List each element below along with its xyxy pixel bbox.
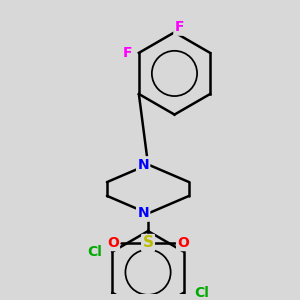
Text: N: N (137, 158, 149, 172)
Text: S: S (142, 235, 154, 250)
Text: Cl: Cl (87, 245, 102, 259)
Text: N: N (137, 206, 149, 220)
Text: O: O (107, 236, 119, 250)
Text: Cl: Cl (194, 286, 209, 300)
Text: F: F (175, 20, 184, 34)
Text: F: F (122, 46, 132, 60)
Text: O: O (177, 236, 189, 250)
